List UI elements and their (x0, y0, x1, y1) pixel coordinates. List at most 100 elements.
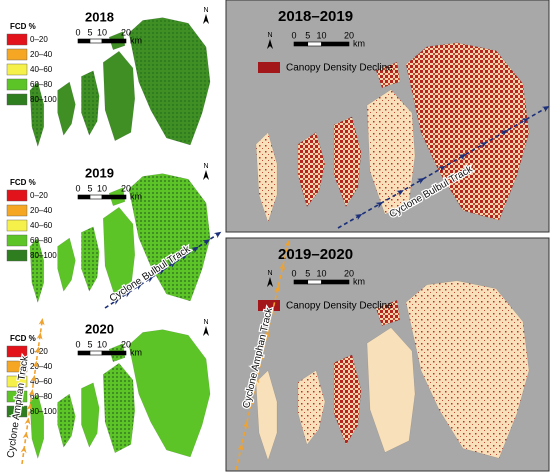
track-arrow (500, 130, 508, 137)
track-arrow (26, 403, 33, 411)
legend-swatch (6, 249, 28, 262)
track-arrow (34, 346, 41, 354)
track-arrow (134, 283, 143, 290)
track-arrow (112, 298, 120, 305)
legend-label: 80–100 (30, 251, 57, 260)
legend-swatch (258, 300, 280, 311)
scale-bar (77, 38, 91, 44)
island (102, 50, 136, 142)
island (102, 362, 136, 454)
scale-label: 20 (121, 27, 131, 37)
scale-label: 10 (97, 27, 107, 37)
track-arrow (263, 330, 270, 338)
scale-label: 0 (291, 30, 296, 40)
scale-bar (307, 279, 322, 285)
legend-title: FCD % (10, 178, 36, 187)
island (366, 89, 416, 215)
legend-swatch (6, 405, 28, 418)
track-arrow (258, 353, 265, 361)
track-arrow (202, 239, 211, 246)
legend-swatch (6, 48, 28, 61)
island (128, 173, 211, 302)
scale-bar (307, 41, 322, 47)
track-arrow (458, 154, 467, 161)
scale-unit: km (130, 191, 142, 201)
track-arrow (396, 190, 404, 197)
legend-swatch (6, 189, 28, 202)
island (375, 299, 401, 326)
panel-year: 2018 (85, 9, 114, 24)
track-arrow (191, 246, 199, 253)
track-arrow (179, 254, 188, 261)
scale-label: 20 (344, 30, 354, 40)
legend-label: 20–40 (30, 50, 53, 59)
fcd-panel: 2019 FCD % 0–20 20–40 40–60 60–80 80–100 0 5 10 20… (6, 163, 222, 309)
scale-bar (293, 279, 309, 285)
legend-label: 40–60 (30, 377, 53, 386)
track-arrow (123, 291, 131, 298)
island (81, 226, 100, 292)
island (81, 70, 100, 136)
scale-label: 10 (316, 30, 326, 40)
track-arrow (28, 389, 35, 397)
legend-swatch (6, 390, 28, 403)
island (29, 81, 45, 148)
legend-swatch (6, 219, 28, 232)
legend-title: FCD % (10, 334, 36, 343)
legend-label: 80–100 (30, 407, 57, 416)
track-arrow (22, 431, 29, 439)
track-arrow (32, 360, 39, 368)
island (57, 81, 76, 136)
scale-unit: km (130, 35, 142, 45)
track-arrow (417, 178, 425, 185)
track-arrow (168, 261, 177, 268)
panel-year: 2020 (85, 321, 114, 336)
cyclone-track (104, 233, 219, 309)
legend-swatch (6, 78, 28, 91)
scale-label: 20 (121, 339, 131, 349)
scale-label: 0 (75, 339, 80, 349)
legend-label: Canopy Density Decline (286, 63, 393, 74)
north-label: N (203, 163, 208, 170)
track-arrow (237, 443, 244, 451)
north-label: N (267, 32, 272, 39)
legend-label: 40–60 (30, 221, 53, 230)
track-arrow (268, 307, 275, 316)
scale-bar (89, 350, 103, 356)
legend-label: 60–80 (30, 80, 53, 89)
track-arrow (279, 262, 286, 271)
island (29, 393, 45, 460)
island (297, 132, 326, 208)
legend-swatch (6, 204, 28, 217)
scale-label: 20 (121, 183, 131, 193)
scale-label: 5 (305, 30, 310, 40)
island (255, 370, 278, 461)
scale-label: 0 (75, 27, 80, 37)
scale-unit: km (130, 347, 142, 357)
fcd-panel: 2018 FCD % 0–20 20–40 40–60 60–80 80–100 0 5 10 20… (6, 7, 211, 148)
scale-bar (321, 279, 350, 285)
legend-swatch (6, 63, 28, 76)
track-arrow (30, 374, 37, 383)
north-label: N (267, 270, 272, 277)
island (405, 280, 530, 459)
scale-bar (89, 194, 103, 200)
island (333, 116, 362, 208)
north-arrow (203, 14, 209, 24)
scale-label: 0 (75, 183, 80, 193)
north-arrow (203, 326, 209, 336)
legend-label: 60–80 (30, 236, 53, 245)
island (297, 370, 326, 446)
track-arrow (248, 398, 254, 406)
scale-label: 10 (316, 268, 326, 278)
island (128, 17, 211, 146)
island (405, 42, 530, 221)
track-arrow (20, 445, 27, 454)
track-arrow (375, 202, 384, 209)
legend-swatch (258, 62, 280, 73)
legend-label: 20–40 (30, 362, 53, 371)
track-arrow (146, 276, 154, 283)
north-arrow (267, 39, 273, 49)
scale-bar (293, 41, 309, 47)
scale-bar (101, 194, 127, 200)
